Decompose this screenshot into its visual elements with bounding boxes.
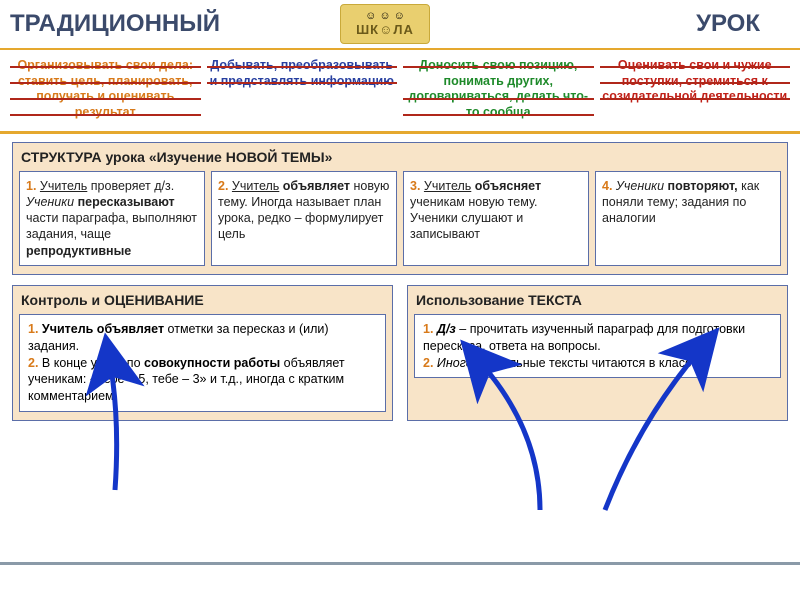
title-left: ТРАДИЦИОННЫЙ — [10, 10, 340, 38]
principle-1: Организовывать свои дела: ставить цель, … — [10, 58, 201, 121]
principle-3: Доносить свою позицию, понимать других, … — [403, 58, 594, 121]
logo-faces-icon: ☺ ☺ ☺ — [365, 11, 405, 22]
text-panel-title: Использование ТЕКСТА — [414, 290, 781, 314]
step-num: 1. — [26, 179, 36, 193]
step-1: 1. Учитель проверяет д/з. Ученики переск… — [19, 171, 205, 266]
text-panel-body: 1. Д/з – прочитать изученный параграф дл… — [414, 314, 781, 379]
logo-text: ШК☺ЛА — [356, 22, 414, 37]
step-num: 3. — [410, 179, 420, 193]
control-panel: Контроль и ОЦЕНИВАНИЕ 1. Учитель объявля… — [12, 285, 393, 421]
principle-4: Оценивать свои и чужие поступки, стремит… — [600, 58, 791, 121]
principle-2: Добывать, преобразовывать и представлять… — [207, 58, 398, 121]
text-panel: Использование ТЕКСТА 1. Д/з – прочитать … — [407, 285, 788, 421]
control-body: 1. Учитель объявляет отметки за пересказ… — [19, 314, 386, 412]
principle-4-text: Оценивать свои и чужие поступки, стремит… — [602, 58, 787, 103]
header: ТРАДИЦИОННЫЙ ☺ ☺ ☺ ШК☺ЛА УРОК — [0, 0, 800, 50]
control-title: Контроль и ОЦЕНИВАНИЕ — [19, 290, 386, 314]
step-num: 4. — [602, 179, 612, 193]
content: СТРУКТУРА урока «Изучение НОВОЙ ТЕМЫ» 1.… — [0, 134, 800, 432]
step-4: 4. Ученики повторяют, как поняли тему; з… — [595, 171, 781, 266]
step-text: Учитель объявляет новую тему. Иногда наз… — [218, 179, 389, 242]
step-num: 2. — [218, 179, 228, 193]
lower-row: Контроль и ОЦЕНИВАНИЕ 1. Учитель объявля… — [12, 285, 788, 431]
principles-row: Организовывать свои дела: ставить цель, … — [0, 50, 800, 134]
structure-title: СТРУКТУРА урока «Изучение НОВОЙ ТЕМЫ» — [19, 147, 781, 171]
logo: ☺ ☺ ☺ ШК☺ЛА — [340, 4, 430, 44]
step-text: Учитель проверяет д/з. Ученики пересказы… — [26, 179, 197, 258]
step-3: 3. Учитель объясняет ученикам новую тему… — [403, 171, 589, 266]
step-text: Ученики повторяют, как поняли тему; зада… — [602, 179, 759, 226]
step-2: 2. Учитель объявляет новую тему. Иногда … — [211, 171, 397, 266]
structure-panel: СТРУКТУРА урока «Изучение НОВОЙ ТЕМЫ» 1.… — [12, 142, 788, 275]
title-right: УРОК — [430, 10, 790, 38]
footer-rule — [0, 562, 800, 565]
steps-row: 1. Учитель проверяет д/з. Ученики переск… — [19, 171, 781, 266]
step-text: Учитель объясняет ученикам новую тему. У… — [410, 179, 541, 242]
